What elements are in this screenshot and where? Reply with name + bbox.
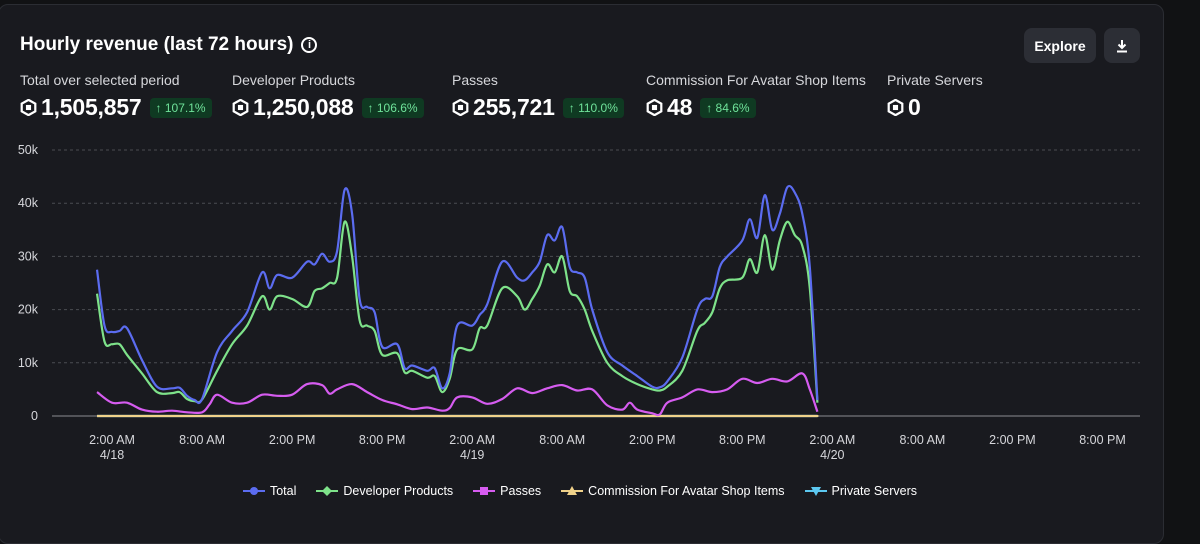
legend-marker-square [473, 486, 495, 496]
legend-item[interactable]: Developer Products [316, 484, 453, 498]
legend-marker-circle [243, 486, 265, 496]
legend-label: Developer Products [343, 484, 453, 498]
legend-label: Private Servers [832, 484, 917, 498]
x-tick-label: 8:00 AM [899, 433, 945, 447]
x-tick-label: 2:00 AM [89, 433, 135, 447]
x-tick-date-label: 4/18 [100, 448, 124, 462]
x-tick-label: 8:00 AM [539, 433, 585, 447]
x-tick-label: 8:00 PM [719, 433, 766, 447]
x-tick-label: 8:00 PM [1079, 433, 1126, 447]
legend-label: Commission For Avatar Shop Items [588, 484, 784, 498]
legend-marker-triangle-down [805, 486, 827, 496]
legend-marker-diamond [316, 486, 338, 496]
chart-legend: Total Developer Products Passes Commission … [0, 484, 1160, 498]
legend-label: Passes [500, 484, 541, 498]
y-tick-label: 20k [18, 303, 39, 317]
series-line-developer-products [97, 221, 817, 402]
x-tick-date-label: 4/20 [820, 448, 844, 462]
legend-marker-triangle-up [561, 486, 583, 496]
legend-item[interactable]: Total [243, 484, 296, 498]
x-tick-label: 8:00 AM [179, 433, 225, 447]
x-tick-label: 2:00 PM [989, 433, 1036, 447]
x-tick-date-label: 4/19 [460, 448, 484, 462]
x-tick-label: 8:00 PM [359, 433, 406, 447]
y-tick-label: 0 [31, 409, 38, 423]
legend-label: Total [270, 484, 296, 498]
series-line-total [97, 186, 817, 403]
y-tick-label: 40k [18, 196, 39, 210]
x-tick-label: 2:00 PM [629, 433, 676, 447]
y-tick-label: 10k [18, 356, 39, 370]
y-tick-label: 50k [18, 143, 39, 157]
y-tick-label: 30k [18, 249, 39, 263]
x-tick-label: 2:00 PM [269, 433, 316, 447]
legend-item[interactable]: Commission For Avatar Shop Items [561, 484, 784, 498]
x-tick-label: 2:00 AM [449, 433, 495, 447]
legend-item[interactable]: Private Servers [805, 484, 917, 498]
legend-item[interactable]: Passes [473, 484, 541, 498]
x-tick-label: 2:00 AM [809, 433, 855, 447]
